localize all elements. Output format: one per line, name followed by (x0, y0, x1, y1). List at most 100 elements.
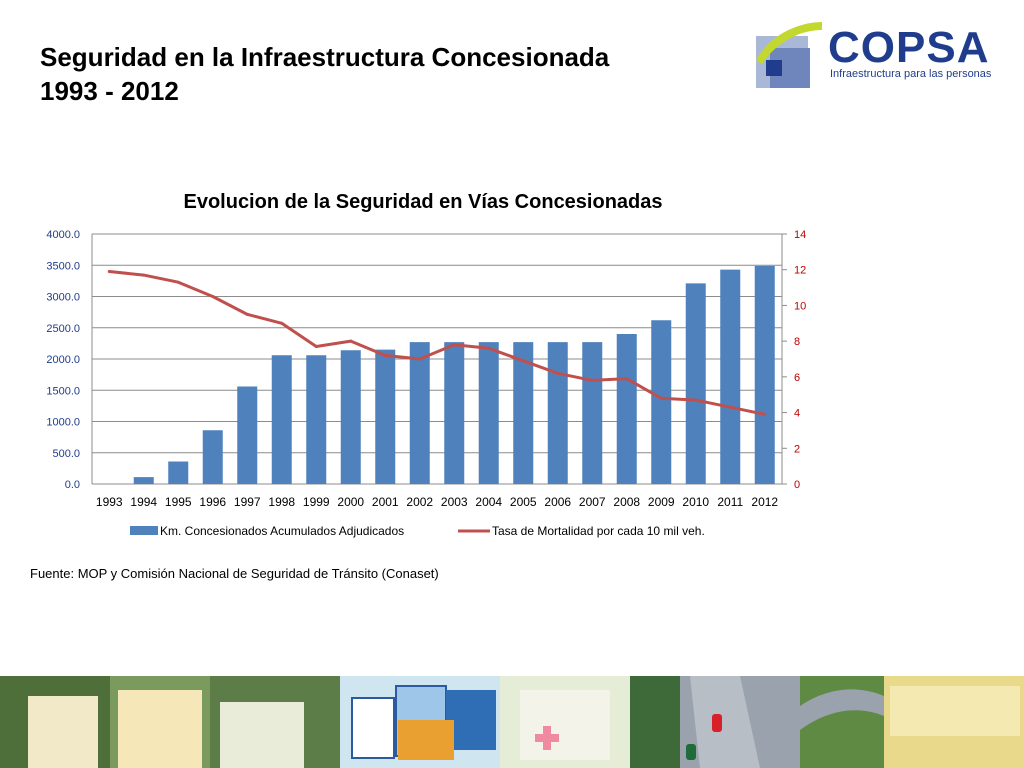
x-tick-label: 2010 (682, 495, 709, 509)
line-series (107, 270, 767, 416)
left-tick-label: 0.0 (65, 479, 80, 491)
x-tick-label: 2007 (579, 495, 606, 509)
right-axis: 0 2 4 6 8 10 12 14 (781, 229, 806, 491)
slide-title-line2: 1993 - 2012 (40, 76, 179, 106)
chart-title: Evolucion de la Seguridad en Vías Conces… (183, 191, 662, 213)
bar (513, 342, 534, 484)
bar (651, 320, 672, 484)
right-tick-label: 2 (794, 443, 800, 455)
right-tick-label: 6 (794, 372, 800, 384)
x-tick-label: 2002 (406, 495, 433, 509)
x-tick-label: 2001 (372, 495, 399, 509)
left-tick-label: 3500.0 (46, 260, 80, 272)
x-tick-label: 2011 (717, 495, 743, 509)
line-point (521, 359, 525, 363)
bar (582, 342, 603, 484)
bar (237, 386, 258, 484)
line-point (142, 273, 146, 277)
line-point (452, 343, 456, 347)
bar-series (133, 265, 775, 484)
legend-line-label: Tasa de Mortalidad por cada 10 mil veh. (492, 524, 705, 538)
x-tick-label: 1994 (130, 495, 157, 509)
line-point (694, 398, 698, 402)
bar (375, 349, 396, 484)
bar (547, 342, 568, 484)
logo-tagline: Infraestructura para las personas (830, 68, 992, 80)
chart-gridlines (92, 233, 782, 485)
x-tick-label: 2009 (648, 495, 675, 509)
x-tick-label: 1999 (303, 495, 330, 509)
chart-legend: Km. Concesionados Acumulados Adjudicados… (130, 524, 705, 538)
line-point (418, 357, 422, 361)
logo-wordmark: COPSA (828, 23, 990, 72)
x-tick-label: 2008 (613, 495, 640, 509)
line-point (211, 295, 215, 298)
line-point (176, 280, 180, 284)
line-point (590, 378, 594, 382)
x-tick-label: 2012 (751, 495, 778, 509)
line-point (107, 270, 111, 273)
right-tick-label: 12 (794, 265, 806, 277)
source-note: Fuente: MOP y Comisión Nacional de Segur… (30, 566, 439, 581)
x-tick-label: 2005 (510, 495, 537, 509)
line-point (556, 371, 560, 375)
bar (168, 461, 189, 484)
line-point (763, 412, 767, 416)
painted-city-illustration (0, 676, 1024, 768)
copsa-logo-mark-icon (756, 22, 822, 88)
left-tick-label: 4000.0 (46, 229, 80, 241)
left-tick-label: 2000.0 (46, 354, 80, 366)
x-tick-label: 2003 (441, 495, 468, 509)
legend-bar-swatch (130, 526, 158, 535)
bar (685, 283, 706, 484)
x-tick-label: 2000 (337, 495, 364, 509)
line-point (349, 339, 353, 343)
decorative-artwork-band (0, 676, 1024, 768)
bar (133, 477, 154, 484)
x-tick-label: 1997 (234, 495, 261, 509)
line-point (280, 321, 284, 325)
right-tick-label: 14 (794, 229, 806, 241)
left-axis: 0.0 500.0 1000.0 1500.0 2000.0 2500.0 3000.0 35… (46, 229, 93, 491)
right-tick-label: 4 (794, 408, 800, 420)
bar (720, 269, 741, 484)
x-tick-label: 2006 (544, 495, 571, 509)
bar (616, 334, 637, 484)
bar (340, 350, 361, 484)
line-point (383, 353, 387, 357)
x-axis: 1993 1994 1995 1996 1997 1998 1999 2000 2001 2002… (96, 495, 779, 509)
bar (444, 342, 465, 484)
slide-title-line1: Seguridad en la Infraestructura Concesio… (40, 42, 610, 72)
left-tick-label: 2500.0 (46, 323, 80, 335)
x-tick-label: 1996 (199, 495, 226, 509)
right-tick-label: 10 (794, 300, 806, 312)
bar (306, 355, 327, 484)
left-tick-label: 3000.0 (46, 292, 80, 304)
left-tick-label: 1000.0 (46, 417, 80, 429)
x-tick-label: 1995 (165, 495, 192, 509)
mortality-line (109, 270, 766, 416)
right-tick-label: 8 (794, 336, 800, 348)
x-tick-label: 1998 (268, 495, 295, 509)
line-point (728, 405, 732, 409)
line-point (625, 377, 629, 381)
left-tick-label: 1500.0 (46, 385, 80, 397)
line-point (659, 396, 663, 400)
copsa-logo: COPSA Infraestructura para las personas (752, 18, 1008, 94)
bar (478, 342, 499, 484)
x-tick-label: 2004 (475, 495, 502, 509)
x-tick-label: 1993 (96, 495, 123, 509)
chart-container: Evolucion de la Seguridad en Vías Conces… (20, 180, 840, 550)
bar (202, 430, 223, 484)
slide-title: Seguridad en la Infraestructura Concesio… (40, 40, 609, 108)
right-tick-label: 0 (794, 479, 800, 491)
line-point (245, 312, 249, 316)
line-point (314, 345, 318, 348)
line-point (487, 346, 491, 350)
combo-chart: Evolucion de la Seguridad en Vías Conces… (46, 191, 806, 538)
legend-bar-label: Km. Concesionados Acumulados Adjudicados (160, 524, 404, 538)
bar (409, 342, 430, 484)
bar (754, 265, 775, 484)
bar (271, 355, 292, 484)
left-tick-label: 500.0 (52, 448, 80, 460)
